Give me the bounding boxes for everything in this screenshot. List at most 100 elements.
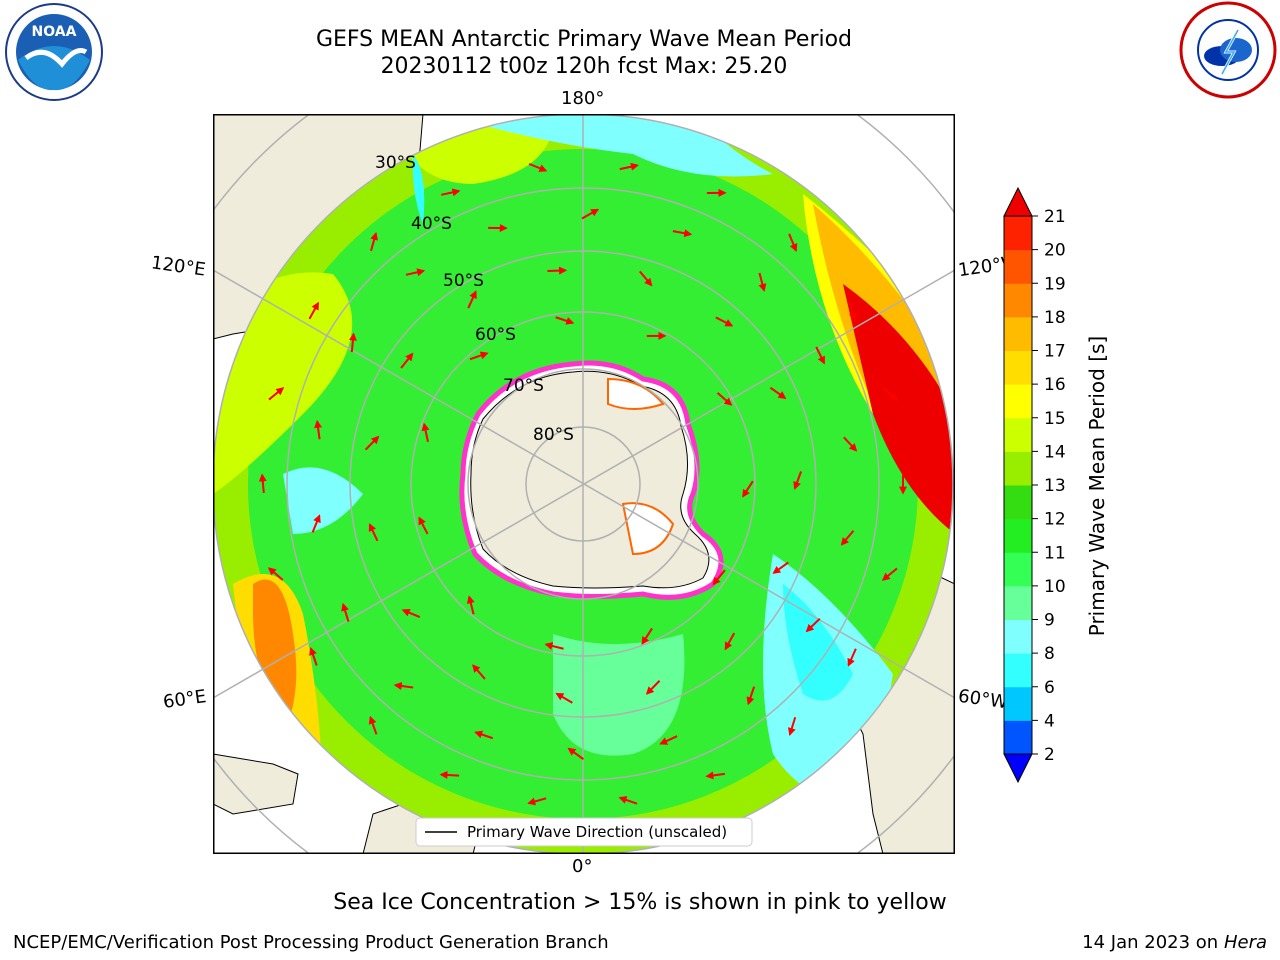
wave-direction-arrows bbox=[258, 162, 907, 806]
wave-arrow bbox=[341, 602, 350, 622]
wave-arrow bbox=[712, 569, 726, 586]
wave-arrow bbox=[746, 686, 756, 706]
wave-arrow bbox=[716, 392, 733, 406]
wave-arrow bbox=[847, 648, 857, 667]
colorbar: 2 4 6 8 9 10 11 12 13 14 15 16 17 18 19 20 21 bbox=[1003, 186, 1066, 784]
colorbar-over-extension bbox=[1003, 186, 1033, 217]
credit-right: 14 Jan 2023 on Hera bbox=[1082, 932, 1267, 953]
colorbar-swatch bbox=[1004, 686, 1032, 721]
colorbar-swatch bbox=[1004, 216, 1032, 251]
map-title: GEFS MEAN Antarctic Primary Wave Mean Pe… bbox=[315, 27, 853, 52]
colorbar-tick-label: 20 bbox=[1044, 241, 1066, 261]
wave-arrow bbox=[840, 530, 855, 546]
wave-arrow bbox=[474, 730, 494, 740]
wave-arrow bbox=[368, 715, 378, 735]
wave-arrow bbox=[364, 435, 380, 451]
wave-arrow bbox=[788, 233, 798, 252]
wave-arrow bbox=[547, 266, 568, 275]
lon-label-120e: 120°E bbox=[149, 252, 207, 281]
lon-label-180: 180° bbox=[561, 88, 605, 109]
noaa-logo: NOAA bbox=[5, 3, 103, 101]
wave-arrow bbox=[793, 471, 803, 490]
wave-arrow bbox=[567, 747, 585, 760]
wave-arrow bbox=[348, 332, 357, 353]
lat-label-70s: 70°S bbox=[503, 376, 544, 396]
wave-arrow bbox=[308, 301, 320, 320]
wave-arrow bbox=[787, 716, 797, 736]
wave-arrow bbox=[843, 436, 858, 452]
wave-arrow bbox=[368, 523, 379, 542]
colorbar-tick-label: 13 bbox=[1044, 476, 1066, 496]
map-subtitle: 20230112 t00z 120h fcst Max: 25.20 bbox=[380, 54, 788, 79]
colorbar-tick-label: 17 bbox=[1044, 342, 1066, 362]
colorbar-tick-label: 11 bbox=[1044, 543, 1066, 563]
colorbar-swatch bbox=[1004, 417, 1032, 452]
lat-label-30s: 30°S bbox=[375, 153, 416, 173]
lon-label-0: 0° bbox=[572, 856, 593, 877]
colorbar-swatch bbox=[1004, 720, 1032, 755]
wave-arrow bbox=[258, 473, 267, 494]
lon-label-60e: 60°E bbox=[161, 686, 208, 713]
legend-label: Primary Wave Direction (unscaled) bbox=[467, 823, 727, 841]
wave-arrow bbox=[469, 351, 489, 361]
colorbar-label: Primary Wave Mean Period [s] bbox=[1085, 335, 1109, 637]
wave-arrow bbox=[705, 771, 725, 780]
colorbar-under-extension bbox=[1003, 753, 1033, 784]
colorbar-swatch bbox=[1004, 619, 1032, 654]
antarctic-map: 30°S 40°S 50°S 60°S 70°S 80°S Primary Wa… bbox=[213, 114, 955, 854]
colorbar-swatch bbox=[1004, 350, 1032, 385]
wave-arrow bbox=[882, 387, 898, 401]
colorbar-tick-label: 12 bbox=[1044, 510, 1066, 530]
wave-arrow bbox=[772, 561, 789, 574]
colorbar-tick-label: 19 bbox=[1044, 274, 1066, 294]
wave-arrow bbox=[618, 796, 638, 805]
colorbar-tick-label: 6 bbox=[1044, 678, 1055, 698]
colorbar-swatch bbox=[1004, 316, 1032, 351]
colorbar-swatch bbox=[1004, 485, 1032, 520]
wave-arrow bbox=[268, 387, 285, 401]
lat-label-50s: 50°S bbox=[443, 271, 484, 291]
colorbar-swatch bbox=[1004, 249, 1032, 284]
colorbar-tick-label: 18 bbox=[1044, 308, 1066, 328]
wave-arrow bbox=[881, 567, 898, 581]
wave-arrow bbox=[467, 290, 477, 309]
wave-arrow bbox=[555, 316, 575, 325]
colorbar-swatch bbox=[1004, 585, 1032, 620]
lat-label-80s: 80°S bbox=[533, 425, 574, 445]
wave-arrow bbox=[418, 516, 429, 535]
wave-arrow bbox=[311, 514, 321, 533]
wave-arrow bbox=[742, 480, 754, 498]
wave-arrow bbox=[769, 386, 787, 399]
colorbar-swatch bbox=[1004, 653, 1032, 688]
wave-arrow bbox=[758, 272, 767, 292]
credit-left: NCEP/EMC/Verification Post Processing Pr… bbox=[13, 932, 609, 953]
wave-arrow bbox=[267, 567, 284, 581]
map-legend: Primary Wave Direction (unscaled) bbox=[415, 817, 753, 847]
colorbar-tick-label: 2 bbox=[1044, 745, 1055, 765]
colorbar-swatch bbox=[1004, 451, 1032, 486]
colorbar-tick-label: 15 bbox=[1044, 409, 1066, 429]
wave-arrow bbox=[815, 346, 826, 365]
colorbar-tick-label: 21 bbox=[1044, 207, 1066, 227]
wave-arrow bbox=[472, 664, 486, 680]
credit-date: 14 Jan 2023 on bbox=[1082, 932, 1224, 953]
colorbar-swatch bbox=[1004, 518, 1032, 553]
lat-label-60s: 60°S bbox=[475, 325, 516, 345]
lat-label-40s: 40°S bbox=[411, 214, 452, 234]
sea-ice-note: Sea Ice Concentration > 15% is shown in … bbox=[333, 890, 947, 915]
wave-arrow bbox=[439, 770, 460, 779]
wave-arrow bbox=[639, 270, 653, 287]
wave-arrow bbox=[309, 646, 318, 666]
wave-arrow bbox=[641, 627, 653, 645]
wave-arrow bbox=[405, 268, 426, 277]
wave-arrow bbox=[619, 162, 639, 171]
wave-arrow bbox=[544, 642, 564, 650]
wave-arrow bbox=[441, 188, 461, 197]
nws-logo bbox=[1179, 1, 1277, 99]
wave-arrow bbox=[848, 302, 857, 322]
wave-arrow bbox=[645, 680, 661, 695]
credit-machine: Hera bbox=[1223, 932, 1267, 953]
graticule bbox=[213, 114, 955, 854]
colorbar-tick-label: 14 bbox=[1044, 442, 1066, 462]
wave-arrow bbox=[581, 208, 600, 220]
